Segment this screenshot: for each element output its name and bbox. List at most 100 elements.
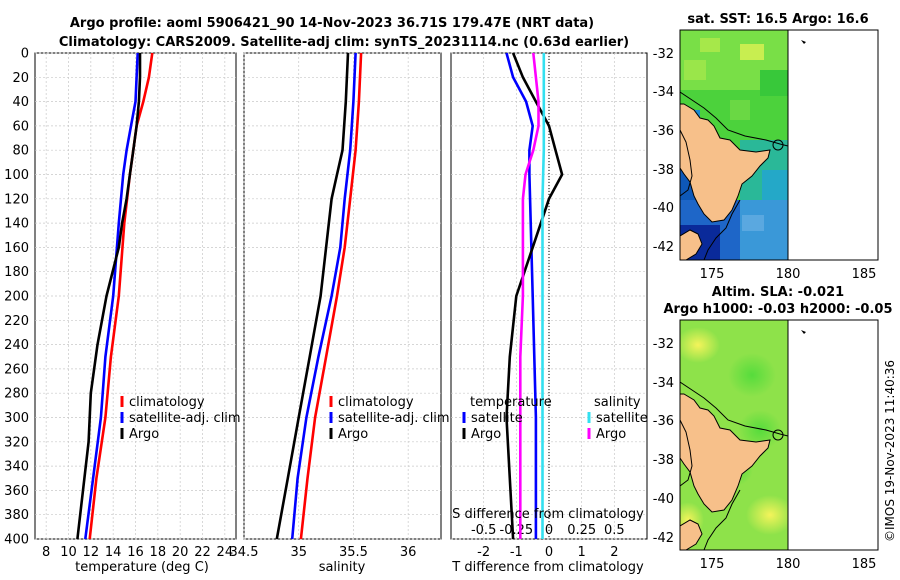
top-tick-label: -0.5 — [471, 523, 496, 538]
series-line-satellite-adj-clim — [290, 52, 357, 540]
sla-map — [680, 320, 788, 550]
x-tick-label: 0 — [545, 545, 553, 560]
x-tick-label: 14 — [105, 545, 122, 560]
depth-tick-label: 20 — [12, 71, 29, 86]
imos-credit: ©IMOS 19-Nov-2023 11:40:36 — [883, 360, 897, 542]
x-tick-label: 1 — [578, 545, 586, 560]
difference-panel: -2 -1 0 1 2-0.5 -0.25 0 0.25 0.5 — [450, 52, 648, 560]
difference-xlabel: T difference from climatology — [451, 560, 644, 575]
x-tick-label: 35.5 — [339, 545, 368, 560]
legend-label: Argo — [338, 427, 368, 442]
depth-tick-label: 140 — [4, 217, 29, 232]
depth-tick-label: 240 — [4, 338, 29, 353]
depth-tick-label: 100 — [4, 168, 29, 183]
sla-map-title-line2: Argo h1000: -0.03 h2000: -0.05 — [663, 302, 892, 317]
legend-label: climatology — [338, 395, 414, 410]
top-tick-label: -0.25 — [500, 523, 534, 538]
x-tick-label: 18 — [150, 545, 167, 560]
lat-tick: -38 — [653, 453, 674, 468]
legend-label: climatology — [129, 395, 205, 410]
depth-tick-label: 260 — [4, 362, 29, 377]
sla-lat-ticks: -32 -34 -36 -38 -40 -42 — [653, 337, 674, 546]
lat-tick: -40 — [653, 492, 674, 507]
x-tick-label: 16 — [127, 545, 144, 560]
temperature-panel: 8 10 12 14 16 18 20 22 24 — [34, 52, 237, 560]
legend-label: satellite — [471, 411, 523, 426]
lat-tick: -32 — [653, 47, 674, 62]
depth-tick-label: 120 — [4, 192, 29, 207]
argo-location-marker — [772, 139, 784, 151]
sla-map-axes — [679, 319, 879, 551]
top-tick-label: 0.5 — [604, 523, 625, 538]
series-line-temperature-satellite — [505, 52, 538, 539]
x-tick-label: -1 — [510, 545, 523, 560]
series-line-satellite-adj-clim — [84, 52, 139, 540]
x-tick-label: 2 — [610, 545, 618, 560]
argo-location-marker — [772, 429, 784, 441]
depth-tick-label: 80 — [12, 144, 29, 159]
depth-tick-label: 300 — [4, 411, 29, 426]
temperature-legend: climatology satellite-adj. clim Argo — [120, 395, 241, 442]
top-tick-label: 0.25 — [567, 523, 596, 538]
island-marker — [801, 40, 806, 44]
lat-tick: -32 — [653, 337, 674, 352]
depth-tick-label: 200 — [4, 290, 29, 305]
sla-lon-ticks: 175 180 185 — [700, 557, 877, 572]
depth-axis: 0 20 40 60 80 100 120 140 160 180 200 220 240 260 280 3… — [4, 47, 29, 548]
depth-tick-label: 380 — [4, 508, 29, 523]
depth-tick-label: 400 — [4, 533, 29, 548]
x-tick-label: 34.5 — [230, 545, 259, 560]
lat-tick: -38 — [653, 163, 674, 178]
lat-tick: -42 — [653, 240, 674, 255]
depth-tick-label: 0 — [21, 47, 29, 62]
difference-legend: temperature satellite Argo salinity sate… — [462, 395, 648, 442]
depth-tick-label: 40 — [12, 95, 29, 110]
sla-map-title-line1: Altim. SLA: -0.021 — [712, 285, 844, 300]
x-tick-label: 20 — [172, 545, 189, 560]
legend-label: satellite-adj. clim — [129, 411, 241, 426]
lat-tick: -36 — [653, 124, 674, 139]
lat-tick: -36 — [653, 414, 674, 429]
depth-tick-label: 60 — [12, 119, 29, 134]
salinity-panel: 34.5 35 35.5 36 — [230, 52, 442, 560]
sst-lat-ticks: -32 -34 -36 -38 -40 -42 — [653, 47, 674, 255]
series-line-climatology — [299, 52, 363, 540]
series-line-temperature-argo — [505, 52, 564, 540]
sst-map — [680, 30, 788, 260]
salinity-legend: climatology satellite-adj. clim Argo — [329, 395, 450, 442]
legend-label: satellite — [596, 411, 648, 426]
series-line-salinity-satellite — [541, 53, 546, 539]
lon-tick: 175 — [700, 267, 725, 282]
lat-tick: -42 — [653, 531, 674, 546]
lon-tick: 180 — [776, 557, 801, 572]
x-tick-label: 22 — [194, 545, 211, 560]
lon-tick: 185 — [852, 267, 877, 282]
difference-top-label: S difference from climatology — [452, 507, 644, 522]
depth-tick-label: 320 — [4, 435, 29, 450]
legend-title-temperature: temperature — [470, 395, 552, 410]
legend-label: Argo — [596, 427, 626, 442]
series-line-salinity-argo — [518, 52, 540, 539]
lat-tick: -34 — [653, 85, 674, 100]
legend-label: Argo — [129, 427, 159, 442]
chart-title-line1: Argo profile: aoml 5906421_90 14-Nov-202… — [70, 16, 594, 31]
legend-label: satellite-adj. clim — [338, 411, 450, 426]
x-tick-label: 12 — [83, 545, 100, 560]
x-tick-label: 10 — [60, 545, 77, 560]
legend-label: Argo — [471, 427, 501, 442]
depth-tick-label: 340 — [4, 460, 29, 475]
lat-tick: -34 — [653, 376, 674, 391]
series-line-argo — [76, 53, 142, 540]
chart-title-line2: Climatology: CARS2009. Satellite-adj cli… — [59, 35, 629, 50]
x-tick-label: -2 — [477, 545, 490, 560]
x-tick-label: 24 — [217, 545, 234, 560]
sst-lon-ticks: 175 180 185 — [700, 267, 877, 282]
x-tick-label: 35 — [290, 545, 307, 560]
island-marker — [801, 330, 806, 334]
depth-tick-label: 180 — [4, 265, 29, 280]
x-tick-label: 8 — [42, 545, 50, 560]
temperature-xlabel: temperature (deg C) — [75, 560, 209, 575]
lon-tick: 180 — [776, 267, 801, 282]
salinity-xlabel: salinity — [319, 560, 366, 575]
